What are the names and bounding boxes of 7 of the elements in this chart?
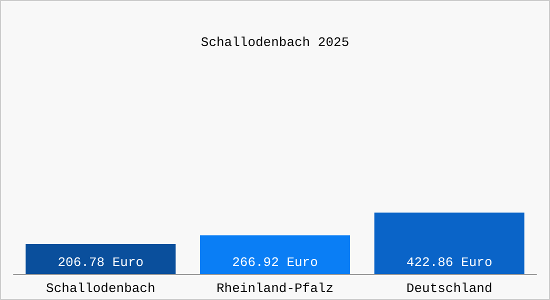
x-tick-label: Rheinland-Pfalz (216, 281, 334, 296)
chart-title: Schallodenbach 2025 (200, 35, 350, 50)
data-label: 206.78 Euro (58, 255, 144, 270)
data-label: 422.86 Euro (406, 255, 492, 270)
data-label: 266.92 Euro (232, 255, 318, 270)
x-tick-label: Schallodenbach (46, 281, 156, 296)
x-tick-label: Deutschland (406, 281, 492, 296)
